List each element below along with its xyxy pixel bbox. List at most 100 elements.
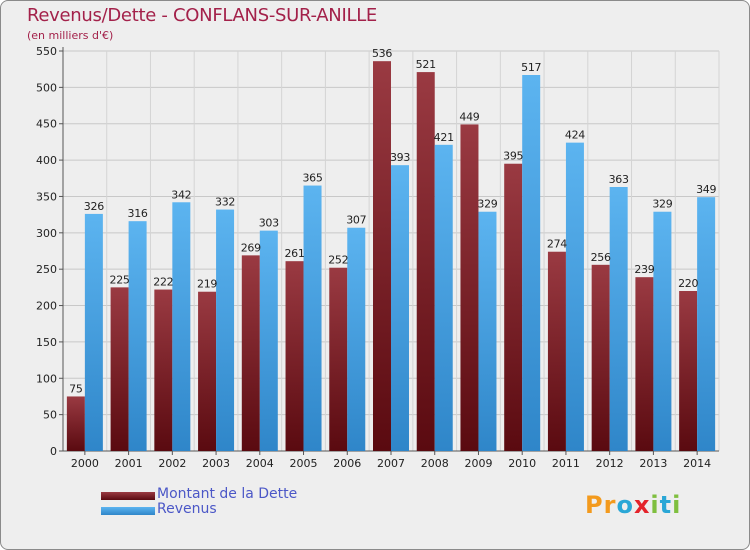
data-label-dette: 75 <box>69 382 83 395</box>
bar-revenus <box>522 75 541 451</box>
legend-swatch-revenus <box>101 507 155 515</box>
legend-label-dette: Montant de la Dette <box>157 486 298 502</box>
bar-dette <box>591 264 610 451</box>
bar-revenus <box>128 221 147 451</box>
data-label-dette: 521 <box>416 58 436 71</box>
bar-dette <box>679 291 698 451</box>
x-tick-label: 2009 <box>464 457 492 470</box>
data-label-revenus: 303 <box>259 217 279 230</box>
y-tick-label: 150 <box>36 336 57 349</box>
data-label-dette: 269 <box>241 241 261 254</box>
logo-letter: t <box>659 491 673 519</box>
x-tick-label: 2001 <box>115 457 143 470</box>
legend-label-revenus: Revenus <box>157 501 217 517</box>
data-label-revenus: 363 <box>609 173 629 186</box>
y-tick-label: 250 <box>36 263 57 276</box>
y-tick-label: 400 <box>36 154 57 167</box>
x-tick-label: 2003 <box>202 457 230 470</box>
x-tick-label: 2005 <box>290 457 318 470</box>
data-label-revenus: 307 <box>346 214 366 227</box>
data-label-revenus: 365 <box>302 172 322 185</box>
bar-revenus <box>391 165 409 451</box>
bar-revenus <box>303 185 322 451</box>
x-tick-label: 2000 <box>71 457 99 470</box>
legend-swatch-dette <box>101 492 155 500</box>
bar-revenus <box>478 211 497 451</box>
proxiti-logo: Proxiti <box>585 491 681 519</box>
y-tick-label: 200 <box>36 300 57 313</box>
data-label-dette: 261 <box>284 247 304 260</box>
bar-dette <box>198 291 217 451</box>
data-label-revenus: 517 <box>521 61 541 74</box>
x-tick-label: 2004 <box>246 457 274 470</box>
data-label-revenus: 424 <box>565 129 585 142</box>
y-tick-label: 450 <box>36 118 57 131</box>
x-tick-label: 2008 <box>421 457 449 470</box>
data-label-dette: 222 <box>153 276 173 289</box>
bar-revenus <box>565 142 584 452</box>
y-tick-label: 350 <box>36 190 57 203</box>
data-label-dette: 239 <box>634 263 654 276</box>
chart-subtitle: (en milliers d'€) <box>27 29 114 42</box>
data-label-revenus: 316 <box>128 207 148 220</box>
y-tick-label: 300 <box>36 227 57 240</box>
data-label-revenus: 393 <box>390 151 410 164</box>
data-label-dette: 256 <box>591 251 611 264</box>
x-tick-label: 2012 <box>596 457 624 470</box>
x-tick-label: 2007 <box>377 457 405 470</box>
chart-title: Revenus/Dette - CONFLANS-SUR-ANILLE <box>27 5 378 26</box>
data-label-revenus: 349 <box>696 183 716 196</box>
bar-dette <box>460 124 479 452</box>
x-tick-label: 2014 <box>683 457 711 470</box>
bar-revenus <box>697 197 716 451</box>
bar-revenus <box>259 230 278 451</box>
bar-revenus <box>434 144 453 451</box>
data-label-revenus: 329 <box>652 198 672 211</box>
y-tick-label: 0 <box>50 445 57 458</box>
logo-letter: i <box>650 491 660 519</box>
bar-dette <box>547 251 566 451</box>
data-label-dette: 225 <box>110 273 130 286</box>
y-tick-label: 50 <box>43 409 57 422</box>
bar-revenus <box>84 213 103 451</box>
logo-letter: i <box>672 491 682 519</box>
bar-dette <box>373 61 391 451</box>
x-tick-label: 2013 <box>639 457 667 470</box>
data-label-dette: 395 <box>503 150 523 163</box>
y-tick-label: 550 <box>36 45 57 58</box>
bar-dette <box>66 396 85 451</box>
bar-revenus <box>216 209 235 451</box>
data-label-dette: 220 <box>678 277 698 290</box>
x-tick-label: 2010 <box>508 457 536 470</box>
bar-dette <box>416 72 435 451</box>
x-tick-label: 2002 <box>158 457 186 470</box>
bar-revenus <box>609 187 628 451</box>
data-label-revenus: 421 <box>434 131 454 144</box>
bar-dette <box>329 267 348 451</box>
bar-dette <box>285 261 304 451</box>
data-label-dette: 219 <box>197 278 217 291</box>
bar-dette <box>110 287 129 451</box>
bar-dette <box>504 163 523 451</box>
bar-revenus <box>172 202 191 451</box>
bar-dette <box>241 255 260 451</box>
x-tick-label: 2011 <box>552 457 580 470</box>
logo-letter: r <box>603 491 617 519</box>
logo-letter: o <box>616 491 634 519</box>
x-tick-label: 2006 <box>333 457 361 470</box>
logo-letter: P <box>585 491 604 519</box>
bar-dette <box>635 277 654 451</box>
bar-dette <box>154 289 173 451</box>
bar-revenus <box>653 211 672 451</box>
logo-letter: x <box>633 491 651 519</box>
y-tick-label: 100 <box>36 372 57 385</box>
data-label-revenus: 342 <box>171 188 191 201</box>
data-label-dette: 536 <box>372 47 392 60</box>
y-tick-label: 500 <box>36 81 57 94</box>
data-label-revenus: 326 <box>84 200 104 213</box>
data-label-dette: 274 <box>547 238 567 251</box>
bar-revenus <box>347 227 366 451</box>
axes: 0 50 100 150 200 250 300 350 400 450 500 550 2000 200… <box>36 45 719 470</box>
